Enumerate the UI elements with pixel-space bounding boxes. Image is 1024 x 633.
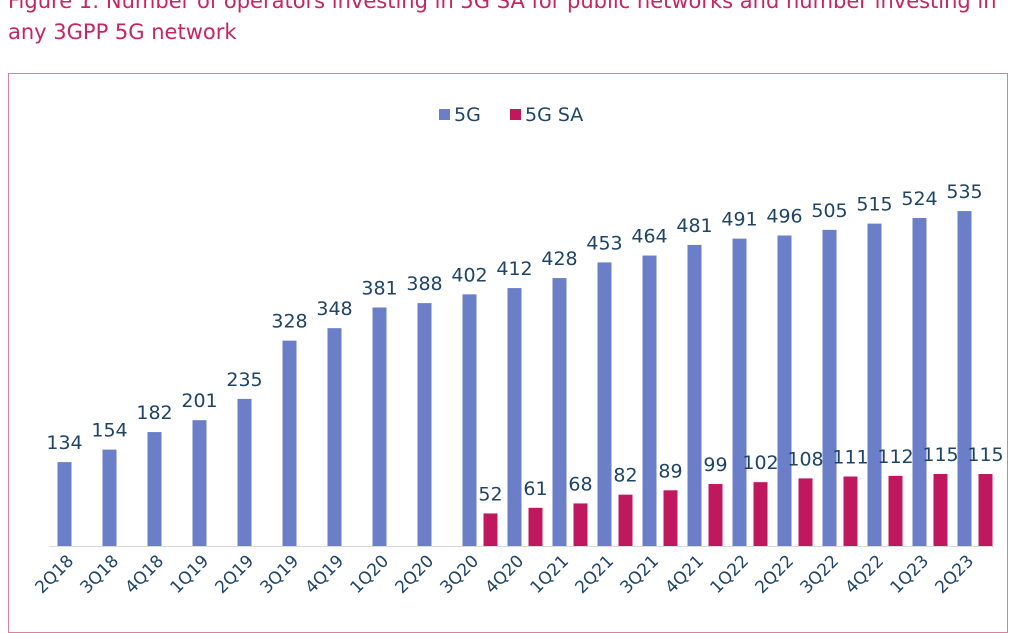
data-label-5g-sa-2q21: 82 (613, 465, 637, 487)
bar-5g-sa-4q21 (708, 484, 723, 546)
x-tick-label-1q22: 1Q22 (706, 551, 753, 598)
x-tick-label-2q23: 2Q23 (931, 551, 978, 598)
data-label-5g-2q19: 235 (226, 369, 262, 391)
bar-5g-2q20 (417, 303, 432, 546)
x-tick-label-2q20: 2Q20 (391, 551, 438, 598)
bar-5g-sa-4q20 (528, 507, 543, 546)
x-tick-label-3q19: 3Q19 (256, 551, 303, 598)
bar-5g-1q20 (372, 307, 387, 546)
data-label-5g-3q22: 505 (811, 200, 847, 222)
x-tick-label-3q20: 3Q20 (436, 551, 483, 598)
bar-5g-sa-1q23 (933, 474, 948, 546)
data-label-5g-3q20: 402 (451, 264, 487, 286)
bar-5g-3q19 (282, 340, 297, 546)
figure-title: Figure 1: Number of operators investing … (8, 0, 997, 44)
bar-5g-sa-4q22 (888, 475, 903, 546)
data-label-5g-2q18: 134 (46, 432, 82, 454)
legend-swatch-5g-sa (510, 109, 521, 120)
x-tick-label-1q20: 1Q20 (346, 551, 393, 598)
x-tick-label-1q19: 1Q19 (166, 551, 213, 598)
data-label-5g-sa-1q22: 102 (742, 452, 778, 474)
bar-5g-4q21 (687, 244, 702, 547)
x-tick-label-4q22: 4Q22 (841, 551, 888, 598)
data-label-5g-4q19: 348 (316, 298, 352, 320)
data-label-5g-4q21: 481 (676, 215, 712, 237)
bar-5g-sa-2q23 (978, 474, 993, 546)
bar-5g-1q19 (192, 420, 207, 546)
bar-5g-3q21 (642, 255, 657, 546)
bar-5g-2q23 (957, 211, 972, 546)
x-tick-label-2q22: 2Q22 (751, 551, 798, 598)
bar-5g-3q22 (822, 229, 837, 546)
bar-5g-1q21 (552, 278, 567, 546)
bar-5g-4q19 (327, 328, 342, 546)
data-label-5g-sa-1q21: 68 (568, 473, 592, 495)
bar-5g-4q20 (507, 288, 522, 546)
bar-5g-sa-1q22 (753, 482, 768, 546)
x-tick-label-4q19: 4Q19 (301, 551, 348, 598)
data-label-5g-1q21: 428 (541, 248, 577, 270)
data-label-5g-1q22: 491 (721, 209, 757, 231)
x-tick-label-3q21: 3Q21 (616, 551, 663, 598)
data-label-5g-sa-3q20: 52 (478, 483, 502, 505)
data-label-5g-3q21: 464 (631, 226, 667, 248)
x-tick-label-3q22: 3Q22 (796, 551, 843, 598)
bar-5g-sa-1q21 (573, 503, 588, 546)
bar-5g-sa-2q22 (798, 478, 813, 546)
bar-5g-2q22 (777, 235, 792, 546)
x-tick-label-4q20: 4Q20 (481, 551, 528, 598)
legend-label-5g-sa: 5G SA (525, 104, 583, 126)
data-label-5g-2q22: 496 (766, 206, 802, 228)
x-tick-label-2q19: 2Q19 (211, 551, 258, 598)
bar-5g-2q18 (57, 462, 72, 546)
data-label-5g-sa-3q22: 111 (832, 447, 868, 469)
data-label-5g-sa-4q21: 99 (703, 454, 727, 476)
bar-5g-4q18 (147, 432, 162, 546)
x-tick-label-3q18: 3Q18 (76, 551, 123, 598)
x-tick-label-2q21: 2Q21 (571, 551, 618, 598)
data-label-5g-sa-4q22: 112 (877, 446, 913, 468)
bar-5g-1q23 (912, 217, 927, 546)
bar-5g-sa-3q21 (663, 490, 678, 546)
bar-5g-sa-2q21 (618, 494, 633, 546)
bar-5g-1q22 (732, 238, 747, 546)
bar-5g-sa-3q22 (843, 476, 858, 546)
x-tick-label-4q21: 4Q21 (661, 551, 708, 598)
data-label-5g-2q21: 453 (586, 232, 622, 254)
data-label-5g-4q22: 515 (856, 194, 892, 216)
data-label-5g-sa-3q21: 89 (658, 460, 682, 482)
data-label-5g-1q20: 381 (361, 277, 397, 299)
bar-5g-sa-3q20 (483, 513, 498, 546)
x-tick-label-4q18: 4Q18 (121, 551, 168, 598)
data-label-5g-3q18: 154 (91, 420, 127, 442)
bar-5g-3q18 (102, 449, 117, 546)
bar-5g-2q21 (597, 262, 612, 546)
legend-label-5g: 5G (454, 104, 481, 126)
data-label-5g-sa-2q22: 108 (787, 448, 823, 470)
bar-5g-2q19 (237, 398, 252, 546)
data-label-5g-2q20: 388 (406, 273, 442, 295)
data-label-5g-3q19: 328 (271, 311, 307, 333)
data-label-5g-1q19: 201 (181, 390, 217, 412)
data-label-5g-4q18: 182 (136, 402, 172, 424)
data-label-5g-2q23: 535 (946, 181, 982, 203)
data-label-5g-4q20: 412 (496, 258, 532, 280)
x-tick-label-2q18: 2Q18 (31, 551, 78, 598)
x-tick-label-1q21: 1Q21 (526, 551, 573, 598)
data-label-5g-sa-4q20: 61 (523, 478, 547, 500)
data-label-5g-1q23: 524 (901, 188, 937, 210)
bar-5g-4q22 (867, 223, 882, 547)
bar-5g-3q20 (462, 294, 477, 546)
data-label-5g-sa-1q23: 115 (922, 444, 958, 466)
data-label-5g-sa-2q23: 115 (967, 444, 1003, 466)
x-tick-label-1q23: 1Q23 (886, 551, 933, 598)
legend-swatch-5g (439, 109, 450, 120)
